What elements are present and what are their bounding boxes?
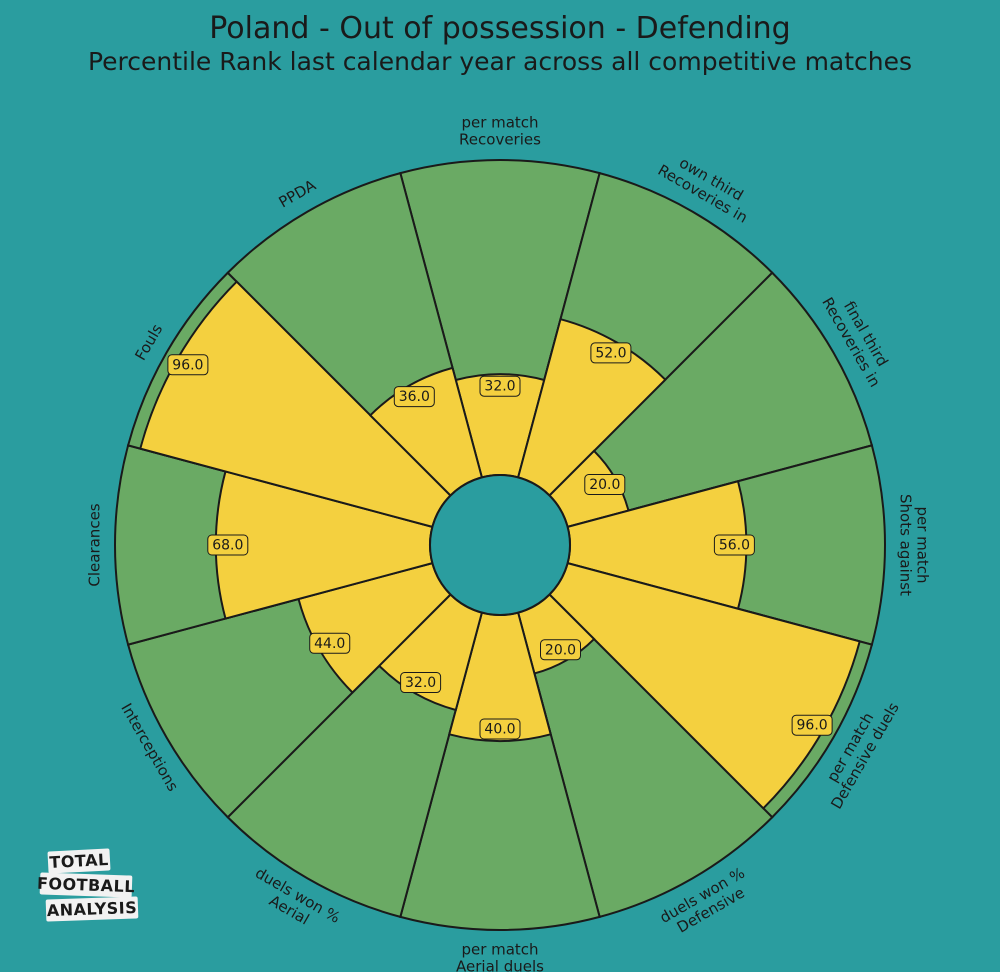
axis-label: per match [914, 506, 932, 583]
value-label: 32.0 [484, 379, 515, 395]
value-label: 52.0 [595, 345, 626, 361]
axis-label-group: Shots againstper match [897, 494, 932, 596]
axis-label-group: per matchAerial duels [456, 941, 544, 972]
axis-label: Clearances [86, 503, 104, 586]
axis-label-group: Clearances [86, 503, 104, 586]
percentile-polar-chart: Poland - Out of possession - DefendingPe… [0, 0, 1000, 972]
chart-hub [430, 475, 570, 615]
logo-word: FOOTBALL [37, 874, 136, 896]
value-label: 20.0 [589, 477, 620, 493]
value-label: 32.0 [405, 675, 436, 691]
value-label: 36.0 [399, 389, 430, 405]
axis-label: per match [461, 941, 538, 959]
logo-word: ANALYSIS [46, 898, 137, 920]
axis-label: Shots against [897, 494, 915, 596]
value-label: 44.0 [314, 636, 345, 652]
chart-title: Poland - Out of possession - Defending [209, 11, 790, 46]
logo-word: TOTAL [49, 850, 109, 872]
value-label: 40.0 [484, 722, 515, 738]
axis-label: per match [461, 114, 538, 132]
value-label: 56.0 [719, 538, 750, 554]
axis-label: Aerial duels [456, 958, 544, 972]
value-label: 96.0 [172, 357, 203, 373]
chart-subtitle: Percentile Rank last calendar year acros… [88, 47, 912, 76]
axis-label-group: Recoveriesper match [459, 114, 541, 149]
value-label: 68.0 [212, 538, 243, 554]
value-label: 96.0 [797, 718, 828, 734]
value-label: 20.0 [545, 642, 576, 658]
axis-label: Recoveries [459, 131, 541, 149]
